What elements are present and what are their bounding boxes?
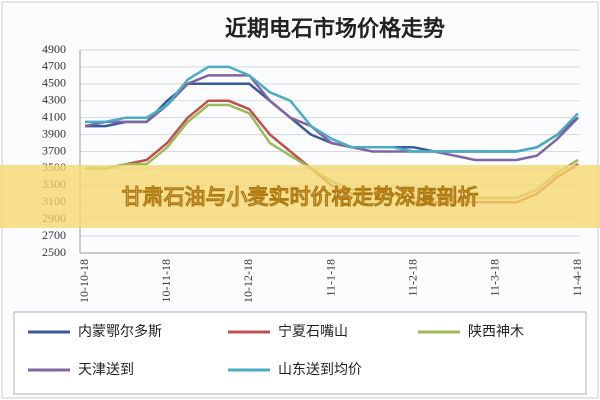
chart-title: 近期电石市场价格走势 [225, 16, 445, 42]
legend-label: 山东送到均价 [278, 362, 362, 378]
x-tick-label: 11-3-18 [488, 259, 502, 297]
y-tick-label: 3700 [42, 143, 66, 157]
x-tick-label: 11-2-18 [405, 259, 419, 297]
x-tick-label: 11-1-18 [323, 259, 337, 297]
y-tick-label: 4900 [42, 42, 66, 56]
x-tick-label: 11-4-18 [570, 259, 584, 297]
series-line [85, 65, 579, 153]
y-tick-label: 4500 [42, 76, 66, 90]
legend-label: 天津送到 [78, 362, 134, 378]
y-tick-label: 2700 [42, 228, 66, 242]
y-tick-label: 4100 [42, 109, 66, 123]
banner-text: 甘肃石油与小麦实时价格走势深度剖析 [122, 185, 479, 209]
y-tick-label: 4300 [42, 93, 66, 107]
y-tick-label: 4700 [42, 59, 66, 73]
x-tick-label: 10-12-18 [241, 259, 255, 303]
y-tick-label: 3900 [42, 126, 66, 140]
legend-box [13, 311, 587, 395]
x-tick-label: 10-10-18 [77, 259, 91, 303]
legend-label: 宁夏石嘴山 [278, 323, 348, 340]
y-tick-label: 2500 [42, 245, 66, 259]
legend-label: 内蒙鄂尔多斯 [78, 323, 162, 340]
banner [0, 165, 600, 228]
legend-label: 陕西神木 [468, 324, 524, 340]
x-tick-label: 10-11-18 [159, 259, 173, 303]
